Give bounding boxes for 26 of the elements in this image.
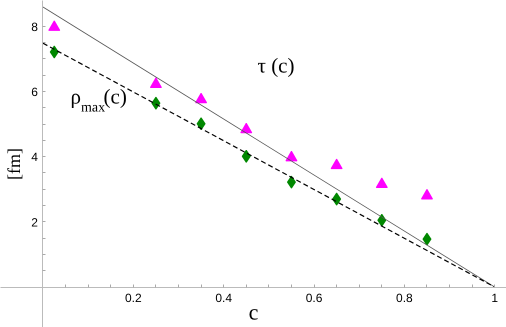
point xyxy=(285,150,298,162)
x-axis-title: c xyxy=(248,300,259,324)
y-tick-label: 2 xyxy=(31,215,38,230)
y-tick-label: 4 xyxy=(31,150,38,164)
point xyxy=(242,150,251,163)
point xyxy=(195,92,208,104)
point xyxy=(240,122,252,134)
annotation: τ (c) xyxy=(258,54,295,78)
point xyxy=(376,178,388,188)
point xyxy=(332,192,342,206)
point xyxy=(151,96,160,110)
x-tick-label: 0.6 xyxy=(306,291,323,306)
point xyxy=(420,188,433,200)
point xyxy=(422,232,432,246)
y-axis-title: [fm] xyxy=(4,148,24,180)
point xyxy=(48,20,60,31)
x-tick-label: 0.4 xyxy=(215,291,232,306)
y-tick-label: 6 xyxy=(31,84,38,99)
point xyxy=(330,158,343,170)
x-tick-label: 0.2 xyxy=(124,291,142,306)
point xyxy=(286,176,296,189)
x-tick-label: 0.8 xyxy=(396,291,414,306)
y-tick-label: 8 xyxy=(31,20,38,34)
point xyxy=(196,117,206,130)
point xyxy=(150,77,162,88)
x-tick-label: 1 xyxy=(491,291,498,306)
